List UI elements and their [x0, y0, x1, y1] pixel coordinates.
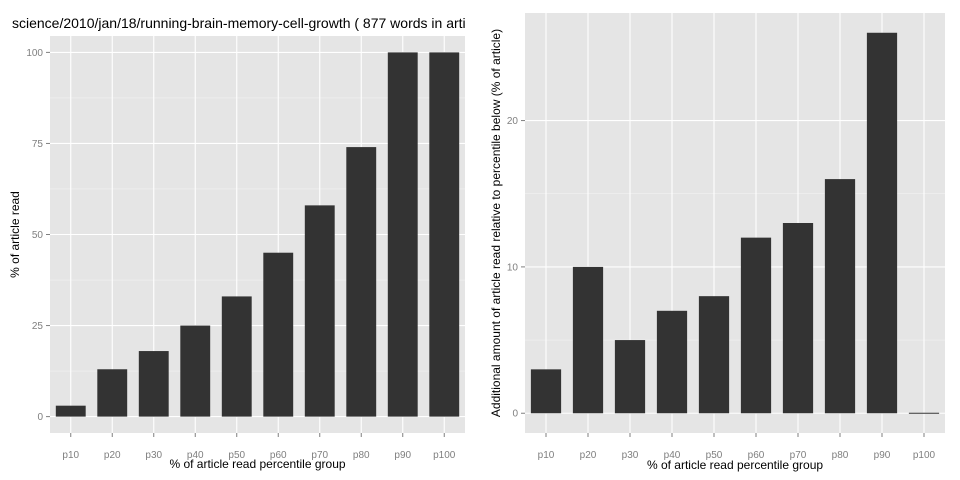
y-tick-label: 0: [512, 409, 518, 420]
bar-p50: [221, 296, 252, 417]
y-axis-title: Additional amount of article read relati…: [489, 29, 503, 417]
y-axis-title: % of article read: [8, 191, 22, 278]
x-tick-label: p50: [228, 450, 245, 461]
bar-p30: [614, 340, 646, 414]
bar-p40: [180, 325, 211, 417]
bar-p40: [656, 310, 688, 414]
x-tick-label: p20: [580, 450, 597, 461]
bar-p20: [97, 369, 128, 417]
x-tick-label: p20: [104, 450, 121, 461]
x-tick-label: p70: [311, 450, 328, 461]
bar-p90: [866, 32, 898, 414]
x-tick-label: p50: [706, 450, 723, 461]
bar-p20: [572, 266, 604, 414]
bar-p80: [824, 179, 856, 414]
x-tick-label: p70: [790, 450, 807, 461]
x-tick-label: p30: [145, 450, 162, 461]
bar-p60: [263, 252, 294, 417]
x-axis-title: % of article read percentile group: [169, 457, 345, 471]
y-tick-label: 25: [32, 321, 44, 332]
x-tick-label: p60: [748, 450, 765, 461]
x-tick-label: p40: [187, 450, 204, 461]
x-tick-label: p30: [622, 450, 639, 461]
x-tick-label: p40: [664, 450, 681, 461]
x-axis-title: % of article read percentile group: [647, 458, 823, 472]
x-tick-label: p10: [538, 450, 555, 461]
x-tick-label: p100: [913, 450, 936, 461]
x-tick-label: p80: [353, 450, 370, 461]
bar-p10: [55, 405, 86, 417]
bar-p60: [740, 237, 772, 414]
bar-p50: [698, 296, 730, 414]
y-tick-label: 75: [32, 139, 44, 150]
bar-p100: [429, 52, 460, 417]
bar-p70: [782, 223, 814, 414]
chart-title: science/2010/jan/18/running-brain-memory…: [12, 15, 466, 31]
y-tick-label: 0: [37, 412, 43, 423]
chart-right: 0 10 20 p10 p20 p30 p40 p50 p60 p70 p80 p90 p100 % of…: [489, 13, 945, 472]
bar-p70: [304, 205, 335, 417]
x-tick-label: p90: [394, 450, 411, 461]
bar-p30: [138, 351, 169, 417]
bar-p100: [908, 412, 940, 414]
x-tick-label: p100: [433, 450, 456, 461]
y-tick-label: 100: [26, 48, 43, 59]
x-tick-label: p10: [62, 450, 79, 461]
bar-p10: [530, 369, 562, 414]
y-tick-label: 10: [507, 262, 519, 273]
x-tick-label: p60: [270, 450, 287, 461]
bar-p80: [346, 147, 377, 417]
y-tick-label: 50: [32, 230, 44, 241]
chart-left: 0 25 50 75 100 p10 p20 p30 p40 p50 p60 p70 p80 p90 p10…: [8, 15, 466, 471]
x-tick-label: p90: [874, 450, 891, 461]
y-tick-label: 20: [507, 116, 519, 127]
x-tick-label: p80: [832, 450, 849, 461]
bar-p90: [387, 52, 418, 417]
